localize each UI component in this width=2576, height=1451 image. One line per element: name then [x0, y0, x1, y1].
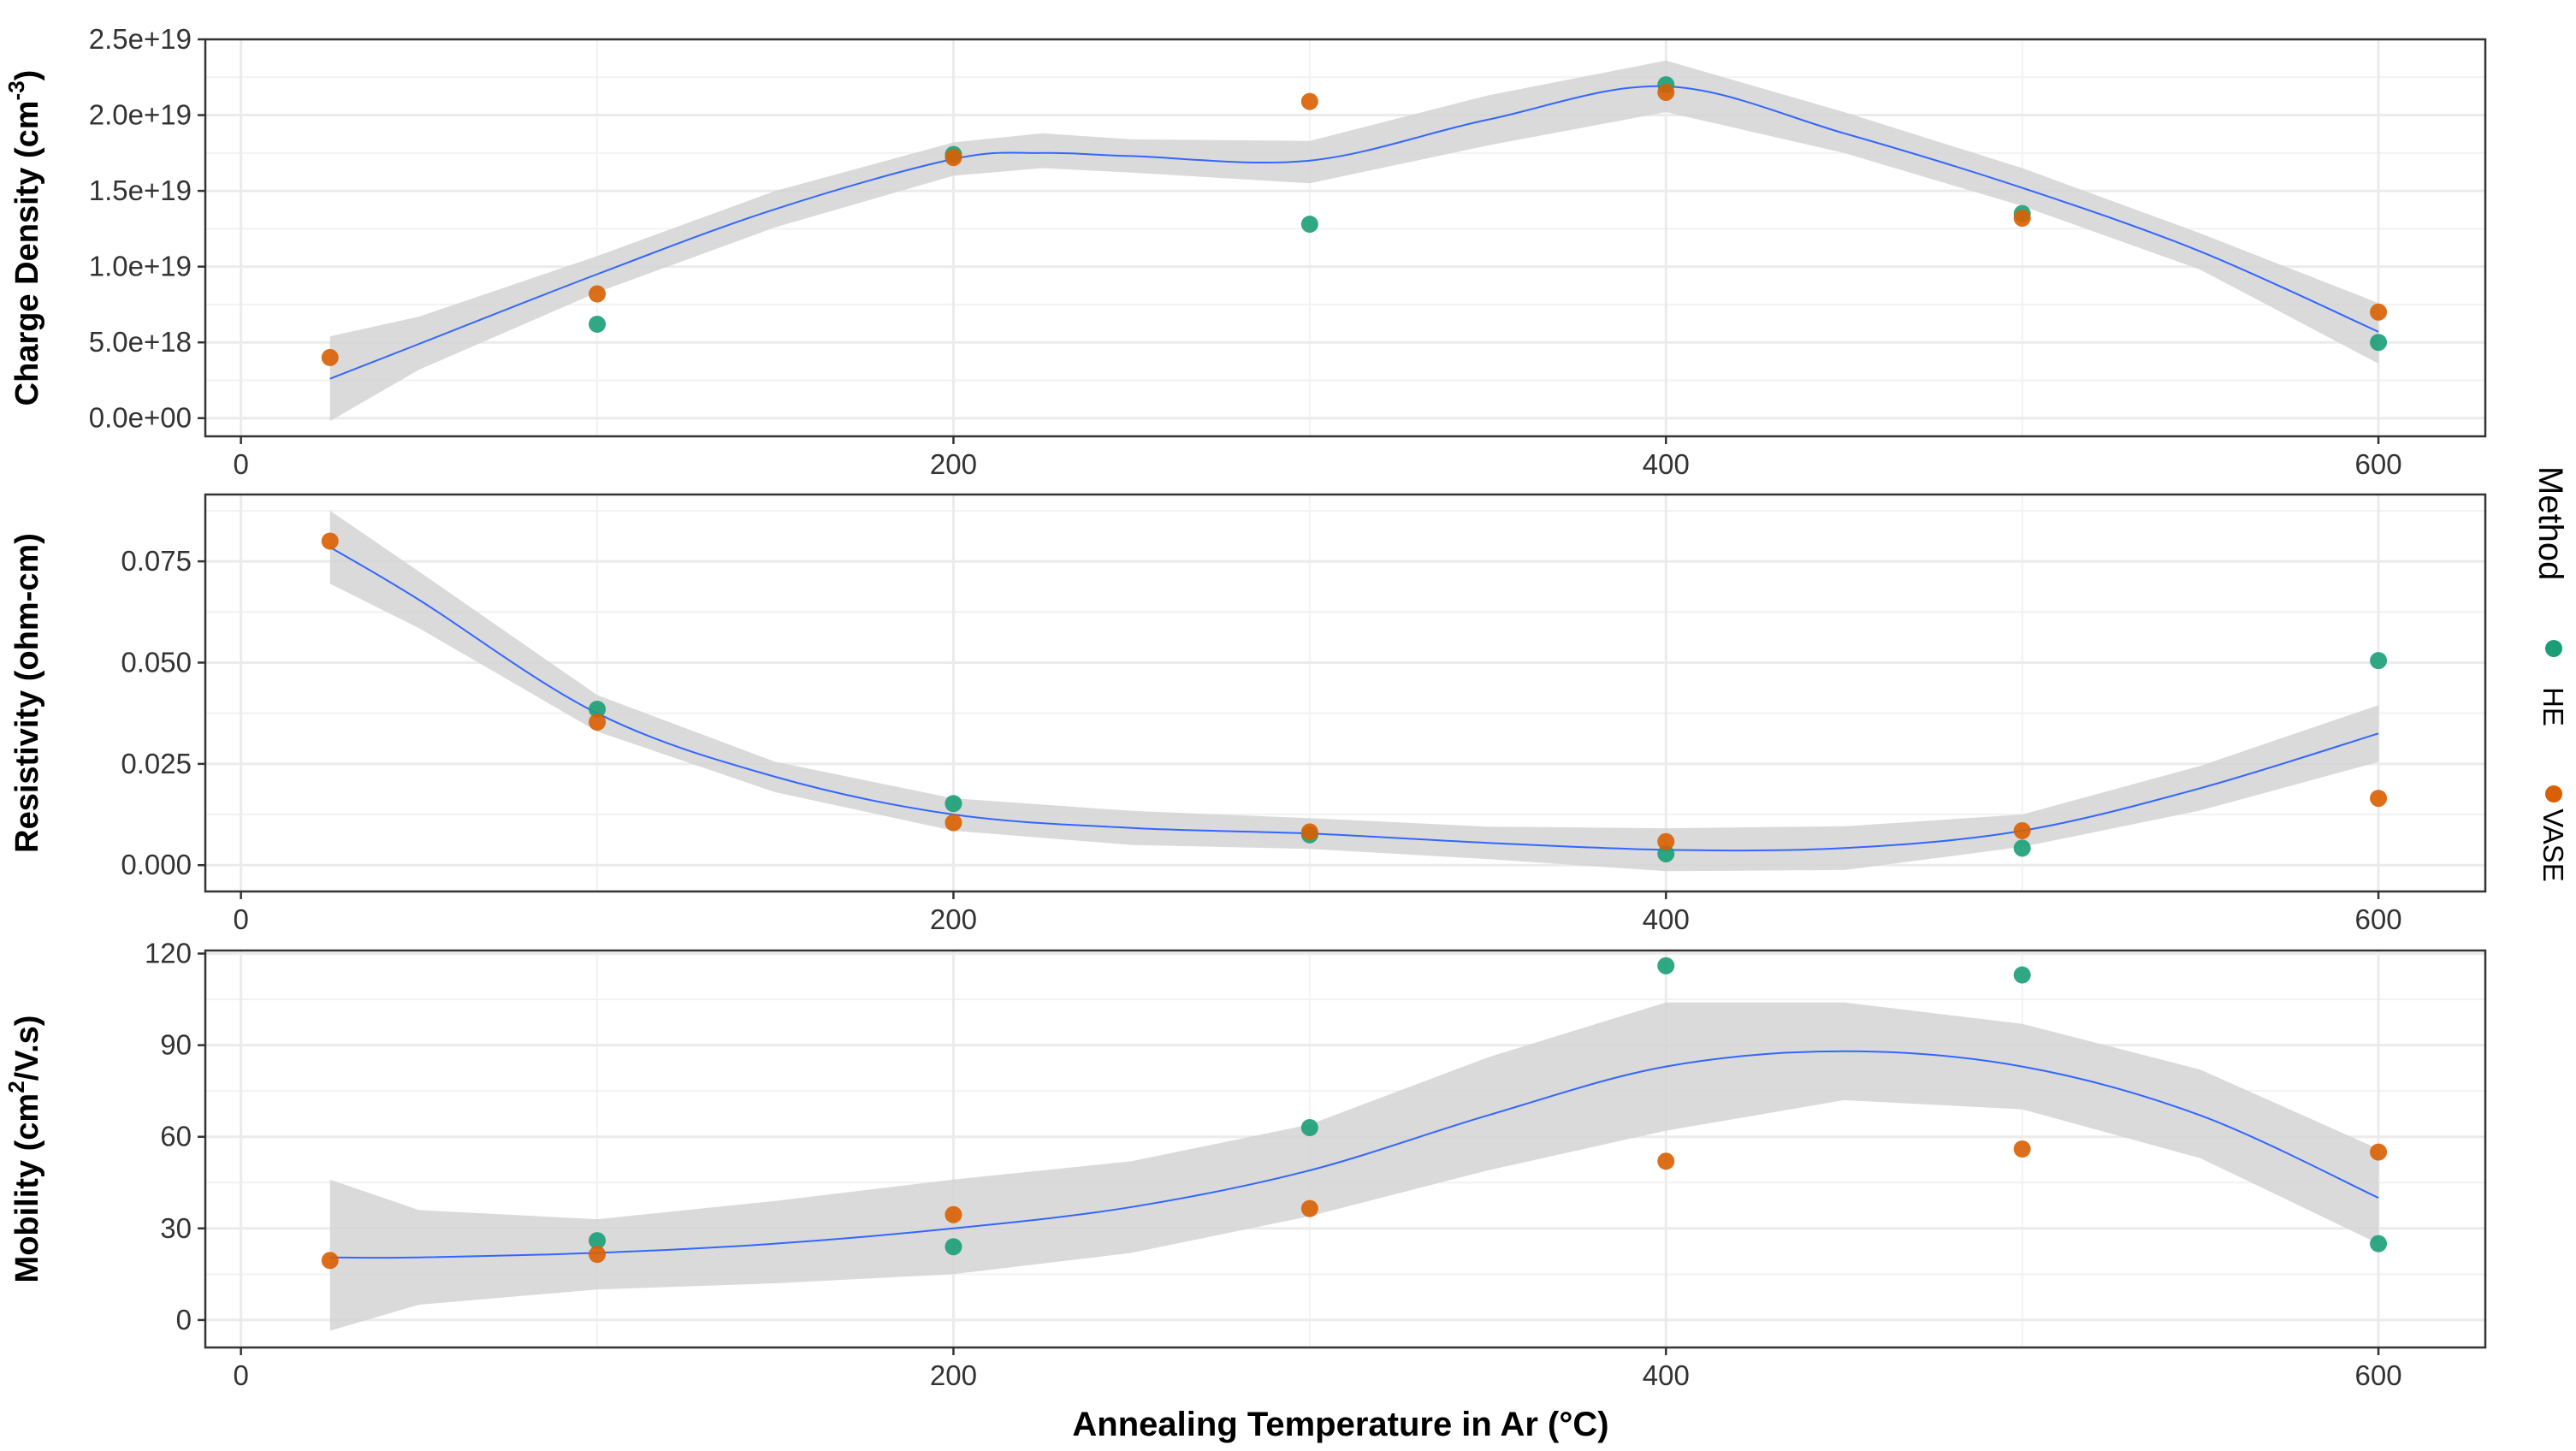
panel-mobility: 0 200 400 600 0 30 60 90 120 Mobility (cm2/V.s) [3, 938, 2487, 1391]
y-axis-label: Charge Density (cm-3) [3, 70, 45, 406]
y-tick-label: 5.0e+18 [89, 326, 192, 358]
panel-background [205, 39, 2485, 436]
data-point-he [2370, 652, 2388, 670]
data-point-he [1300, 1119, 1318, 1137]
data-point-he [589, 700, 607, 718]
data-point-vase [321, 532, 339, 550]
smooth-line [329, 1050, 2379, 1259]
y-tick-label: 1.5e+19 [89, 175, 192, 206]
data-point-vase [2370, 1143, 2388, 1161]
x-tick-label: 400 [1643, 1359, 1690, 1391]
x-tick-label: 200 [930, 1359, 977, 1391]
x-tick-label: 400 [1643, 448, 1690, 480]
y-tick-label: 0.075 [121, 545, 192, 577]
data-point-vase [2013, 1140, 2031, 1158]
x-tick-label: 0 [233, 1359, 248, 1391]
data-point-he [2370, 334, 2388, 352]
y-axis-label-superscript: -3 [3, 80, 29, 100]
y-tick-label: 2.5e+19 [89, 23, 192, 55]
x-tick-label: 0 [233, 448, 248, 480]
panel-border [204, 493, 2487, 893]
data-point-vase [945, 814, 962, 832]
series-vase [321, 1140, 2388, 1270]
x-tick-label: 200 [930, 448, 977, 480]
chart-panels: 0 200 400 6000.0e+005.0e+181.0e+191.5e+192.… [3, 23, 2487, 1391]
y-tick-label: 2.0e+19 [89, 99, 192, 131]
series-vase [321, 532, 2388, 850]
confidence-ribbon [329, 510, 2379, 872]
data-point-vase [2013, 821, 2031, 839]
y-tick-label: 90 [160, 1029, 192, 1061]
data-point-he [1657, 956, 1675, 974]
data-point-he [1300, 216, 1318, 234]
x-tick-label: 400 [1643, 903, 1690, 935]
y-axis-label: Resistivity (ohm-cm) [9, 533, 45, 853]
y-axis-label-text: Charge Density (cm [9, 100, 45, 406]
panel-resistivity: 0 200 400 600 0.000 0.025 0.050 0.075 Resistivit… [9, 493, 2487, 935]
y-tick-label: 120 [145, 938, 192, 969]
data-point-vase [321, 1252, 339, 1270]
data-point-he [945, 1238, 962, 1256]
y-tick-label: 60 [160, 1121, 192, 1152]
legend-title: Method [2532, 466, 2569, 580]
legend-label-vase: VASE [2538, 808, 2569, 882]
series-vase [321, 83, 2388, 366]
panel-border [204, 949, 2487, 1349]
y-tick-label: 1.0e+19 [89, 251, 192, 282]
legend-key-vase [2545, 785, 2562, 802]
x-tick-label: 600 [2355, 448, 2402, 480]
series-he [589, 956, 2388, 1256]
confidence-ribbon [329, 1002, 2379, 1331]
legend-label-he: HE [2538, 687, 2569, 726]
y-tick-label: 0.0e+00 [89, 402, 192, 434]
x-axis-label: Annealing Temperature in Ar (°C) [1072, 1406, 1608, 1443]
y-axis-label-end: /V.s) [9, 1016, 45, 1081]
legend-key-he [2545, 640, 2562, 657]
confidence-ribbon [329, 60, 2379, 422]
data-point-he [945, 795, 962, 813]
data-point-vase [1300, 1199, 1318, 1217]
panel-charge: 0 200 400 600 0.0e+00 5.0e+18 1.0e+19 1.5e+19 2.… [3, 23, 2487, 480]
y-tick-label: 0.000 [121, 849, 192, 880]
data-point-he [2370, 1235, 2388, 1253]
data-point-vase [945, 1205, 962, 1223]
data-point-vase [2013, 209, 2031, 227]
data-point-vase [2370, 790, 2388, 808]
data-point-vase [589, 1246, 607, 1264]
data-point-vase [321, 348, 339, 366]
data-point-vase [2370, 303, 2388, 321]
data-point-he [589, 315, 607, 333]
y-tick-label: 0.050 [121, 646, 192, 678]
data-point-vase [589, 285, 607, 303]
data-point-vase [1300, 92, 1318, 110]
panel-border [204, 38, 2487, 438]
x-tick-label: 0 [233, 903, 248, 935]
legend: Method HE VASE [2532, 466, 2569, 882]
y-tick-label: 0 [176, 1304, 192, 1336]
data-point-he [2013, 966, 2031, 984]
data-point-vase [1657, 1152, 1675, 1170]
data-point-vase [1657, 832, 1675, 850]
y-axis-label-superscript: 2 [3, 1081, 29, 1093]
data-point-vase [589, 714, 607, 731]
data-point-he [2013, 839, 2031, 857]
y-axis-label-text: Resistivity (ohm-cm) [9, 533, 45, 853]
y-tick-label: 0.025 [121, 748, 192, 779]
x-tick-label: 600 [2355, 903, 2402, 935]
data-point-vase [945, 149, 962, 167]
data-point-he [589, 1232, 607, 1250]
data-point-vase [1657, 83, 1675, 101]
data-point-vase [1300, 823, 1318, 841]
y-axis-label: Mobility (cm2/V.s) [3, 1016, 45, 1283]
x-tick-label: 200 [930, 903, 977, 935]
y-tick-label: 30 [160, 1212, 192, 1244]
y-axis-label-end: ) [9, 70, 45, 81]
data-point-he [1657, 844, 1675, 862]
y-axis-label-text: Mobility (cm [9, 1093, 45, 1283]
smooth-line [329, 85, 2379, 380]
x-tick-label: 600 [2355, 1359, 2402, 1391]
